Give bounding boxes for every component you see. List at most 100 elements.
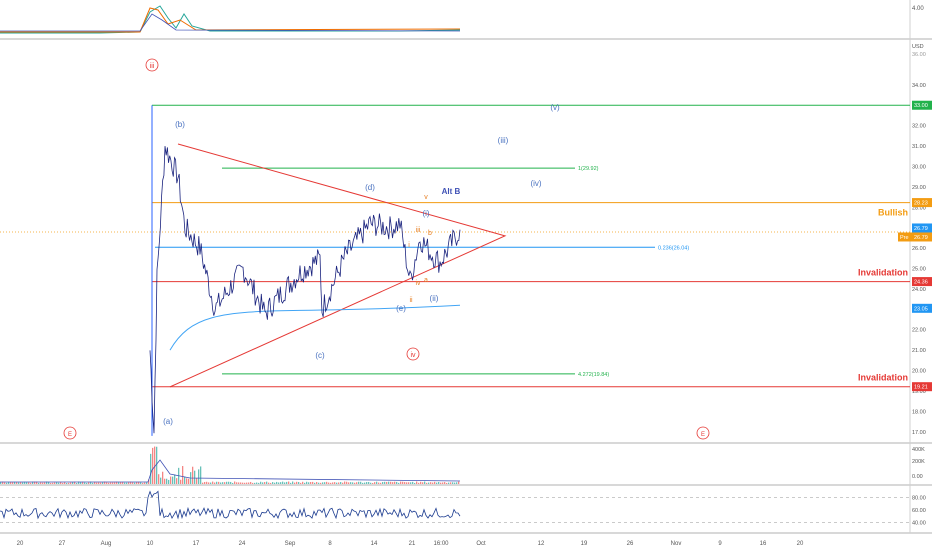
volume-bar	[118, 482, 120, 484]
volume-bar	[80, 481, 82, 484]
time-tick: Oct	[476, 541, 486, 547]
volume-bar	[328, 482, 330, 484]
volume-bar	[56, 482, 58, 484]
volume-bar	[278, 482, 280, 484]
volume-bar	[160, 477, 162, 484]
volume-bar	[32, 481, 34, 484]
volume-bar	[92, 482, 94, 484]
volume-bar	[218, 481, 220, 484]
volume-bar	[158, 474, 160, 484]
volume-bar	[72, 481, 74, 484]
volume-bar	[310, 481, 312, 484]
volume-bar	[112, 482, 114, 484]
volume-bar	[284, 482, 286, 484]
price-tick: 17.00	[912, 430, 926, 436]
volume-bar	[432, 482, 434, 484]
volume-bar	[144, 482, 146, 484]
volume-bar	[34, 481, 36, 484]
volume-bar	[312, 481, 314, 484]
price-pane[interactable]: Bullish Invalidation Invalidation 1(29.92) 0…	[0, 104, 910, 436]
volume-bar	[110, 482, 112, 484]
time-tick: 9	[718, 541, 722, 547]
volume-bar	[132, 482, 134, 484]
volume-bar	[340, 482, 342, 484]
volume-bar	[228, 481, 230, 484]
time-tick: 12	[538, 541, 545, 547]
volume-bar	[210, 482, 212, 484]
volume-bar	[420, 481, 422, 484]
volume-bar	[264, 482, 266, 484]
rsi-tick: 40.00	[912, 521, 926, 527]
volume-bar	[126, 482, 128, 484]
volume-bar	[372, 482, 374, 484]
volume-bar	[234, 481, 236, 484]
wave-label-blue: (a)	[163, 417, 173, 426]
volume-bar	[134, 482, 136, 484]
wave-labels: (b) (d) (i) (iii) (iv) (v) (c) (e) (ii) (a) Alt B i…	[63, 58, 710, 440]
volume-bar	[184, 476, 186, 484]
volume-bar	[88, 482, 90, 484]
volume-bar	[60, 482, 62, 484]
volume-bar	[40, 482, 42, 484]
volume-bar	[164, 478, 166, 484]
volume-bar	[320, 482, 322, 484]
volume-bar	[162, 471, 164, 484]
volume-bar	[68, 482, 70, 484]
volume-bar	[440, 482, 442, 484]
volume-bar	[192, 466, 194, 484]
volume-bar	[412, 481, 414, 484]
volume-bar	[300, 482, 302, 484]
volume-bar	[216, 481, 218, 484]
volume-bar	[366, 482, 368, 484]
volume-bar	[204, 481, 206, 484]
volume-bar	[152, 447, 154, 484]
wave-label-red: iv	[410, 352, 416, 359]
price-tick: 25.00	[912, 267, 926, 273]
volume-bar	[442, 482, 444, 484]
price-badge	[912, 100, 932, 110]
volume-bar	[252, 482, 254, 484]
wave-label-blue: (i)	[422, 209, 429, 218]
volume-bar	[200, 466, 202, 484]
wave-label-orange: ii	[409, 297, 413, 304]
price-tick: 21.00	[912, 348, 926, 354]
price-badge-label: 26.79	[914, 235, 928, 241]
price-tick: 28.00	[912, 205, 926, 211]
volume-bar	[62, 482, 64, 484]
volume-bar	[316, 481, 318, 484]
price-tick: 31.00	[912, 144, 926, 150]
volume-bar	[176, 478, 178, 484]
volume-bar	[448, 482, 450, 484]
volume-bar	[114, 482, 116, 484]
price-badge	[912, 303, 932, 313]
wave-circle-e	[696, 426, 710, 440]
wave-label-orange: iv	[415, 280, 421, 287]
volume-tick: 0.00	[912, 474, 923, 480]
indicator-line-blue	[0, 13, 461, 32]
wave-label-red: iii	[150, 63, 155, 70]
price-badge	[912, 198, 932, 208]
price-badge	[912, 277, 932, 287]
volume-bar	[20, 482, 22, 484]
volume-bar	[58, 482, 60, 484]
volume-bar	[276, 481, 278, 484]
volume-bar	[406, 482, 408, 484]
volume-bar	[302, 481, 304, 484]
volume-bar	[426, 482, 428, 484]
volume-bar	[304, 482, 306, 484]
volume-bar	[206, 481, 208, 484]
volume-bar	[342, 482, 344, 484]
volume-bar	[84, 482, 86, 484]
fib-level-label: 4.272(19.84)	[578, 372, 609, 378]
volume-bar	[452, 482, 454, 484]
volume-bar	[86, 482, 88, 484]
volume-bar	[298, 482, 300, 484]
volume-bar	[338, 482, 340, 484]
volume-bar	[262, 482, 264, 484]
volume-bar	[430, 482, 432, 484]
time-tick: Aug	[101, 541, 112, 547]
volume-bar	[174, 474, 176, 484]
volume-bar	[230, 481, 232, 484]
volume-bar	[332, 482, 334, 484]
